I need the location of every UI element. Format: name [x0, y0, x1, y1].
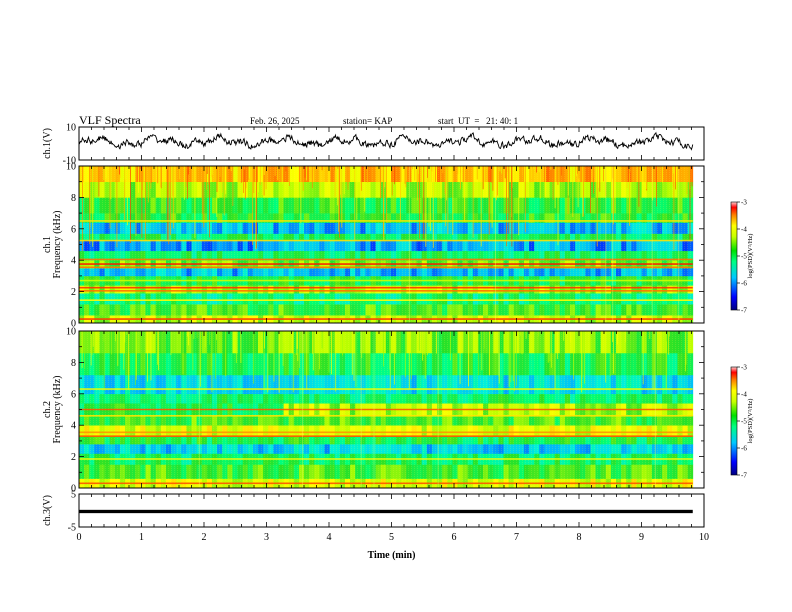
date-label: Feb. 26, 2025 [250, 116, 300, 126]
y-axis-label-0: ch.1(V) [42, 128, 53, 159]
station-label: station= KAP [343, 116, 393, 126]
colorbar-label-2: log(PSD)(V²/Hz) [747, 399, 754, 444]
y-axis-label-1: ch.1 [42, 236, 53, 253]
ch3-waveform-trace [79, 509, 693, 514]
y-tick-label: 10 [66, 123, 76, 134]
x-tick-label: 3 [264, 532, 269, 543]
x-tick-label: 8 [577, 532, 582, 543]
ch1-waveform-trace [78, 131, 694, 151]
y-tick-label: 4 [71, 256, 76, 267]
y-axis-label-2: Frequency (kHz) [52, 375, 63, 443]
x-tick-label: 9 [639, 532, 644, 543]
x-tick-label: 5 [389, 532, 394, 543]
y-axis-label-3: ch.3(V) [42, 495, 53, 526]
x-axis-label: Time (min) [368, 550, 416, 561]
colorbar-tick-label: -6 [741, 280, 747, 288]
y-tick-label: 4 [71, 421, 76, 432]
x-tick-label: 1 [139, 532, 144, 543]
x-tick-label: 0 [77, 532, 82, 543]
x-tick-label: 4 [327, 532, 332, 543]
y-tick-label: 10 [66, 162, 76, 173]
x-tick-label: 2 [202, 532, 207, 543]
colorbar-tick-label: -6 [741, 445, 747, 453]
y-tick-label: 6 [71, 224, 76, 235]
y-tick-label: 6 [71, 389, 76, 400]
y-tick-label: 2 [71, 287, 76, 298]
colorbar-label-1: log(PSD)(V²/Hz) [747, 234, 754, 279]
colorbar-tick-label: -5 [741, 418, 747, 426]
x-tick-label: 7 [514, 532, 519, 543]
y-axis-label-1: Frequency (kHz) [52, 210, 63, 278]
colorbar-tick-label: -4 [741, 391, 747, 399]
y-tick-label: 5 [71, 490, 76, 501]
spectrogram-1 [79, 166, 694, 324]
figure-title: VLF Spectra [79, 113, 141, 127]
y-tick-label: 8 [71, 193, 76, 204]
y-tick-label: -10 [63, 156, 76, 167]
colorbar-tick-label: -7 [741, 472, 747, 480]
y-tick-label: 0 [71, 319, 76, 330]
x-tick-label: 10 [699, 532, 709, 543]
y-axis-label-2: ch.2 [42, 401, 53, 418]
colorbar-tick-label: -5 [741, 253, 747, 261]
x-tick-label: 6 [452, 532, 457, 543]
colorbar-tick-label: -4 [741, 226, 747, 234]
colorbar-1 [730, 201, 738, 311]
start-time-label: start UT = 21: 40: 1 [438, 116, 519, 126]
y-tick-label: -5 [68, 523, 76, 534]
y-tick-label: 2 [71, 452, 76, 463]
colorbar-tick-label: -7 [741, 307, 747, 315]
y-tick-label: 0 [71, 484, 76, 495]
y-tick-label: 8 [71, 358, 76, 369]
colorbar-2 [730, 366, 738, 476]
spectrogram-2 [79, 331, 694, 489]
colorbar-tick-label: -3 [741, 364, 747, 372]
colorbar-tick-label: -3 [741, 199, 747, 207]
y-tick-label: 10 [66, 327, 76, 338]
